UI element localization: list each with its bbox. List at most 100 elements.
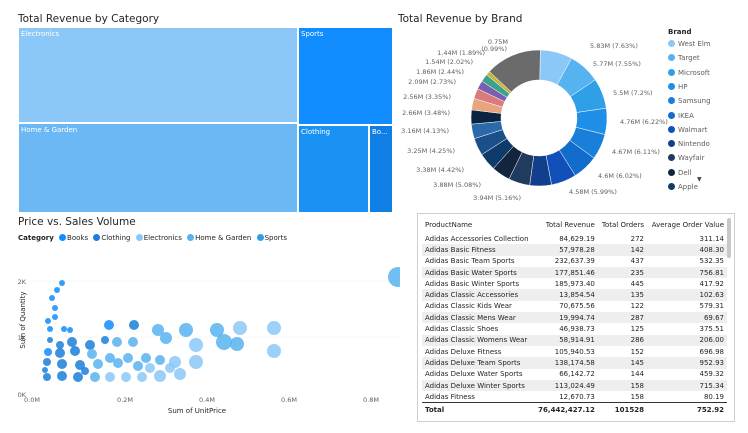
scatter-bubble[interactable] [233, 321, 247, 335]
legend-item-nintendo[interactable]: Nintendo [668, 140, 710, 148]
table-row[interactable]: Adidas Basic Team Sports 232,637.39 437 532… [422, 256, 727, 267]
scatter-bubble[interactable] [55, 348, 65, 358]
table-row[interactable]: Adidas Fitness 12,670.73 158 80.19 [422, 391, 727, 403]
scatter-bubble[interactable] [113, 358, 123, 368]
column-header-productname[interactable]: ProductName [425, 221, 473, 229]
scatter-bubble[interactable] [90, 372, 100, 382]
treemap-tile-sports[interactable]: Sports [298, 27, 393, 125]
legend-item-sports[interactable]: Sports [256, 234, 287, 242]
scatter-bubble[interactable] [129, 320, 139, 330]
legend-item-home-garden[interactable]: Home & Garden [187, 234, 251, 242]
legend-item-samsung[interactable]: Samsung [668, 97, 711, 105]
column-header-total-orders[interactable]: Total Orders [601, 221, 644, 229]
scatter-bubble[interactable] [67, 337, 77, 347]
scatter-bubble[interactable] [57, 371, 67, 381]
scatter-bubble[interactable] [45, 318, 51, 324]
scatter-bubble[interactable] [75, 360, 85, 370]
scatter-bubble[interactable] [70, 346, 80, 356]
treemap-tile-electronics[interactable]: Electronics [18, 27, 298, 123]
scatter-bubble[interactable] [73, 372, 83, 382]
scatter-bubble[interactable] [210, 323, 224, 337]
table-row[interactable]: Adidas Basic Fitness 57,978.28 142 408.30 [422, 244, 727, 256]
scatter-bubble[interactable] [267, 344, 281, 358]
scatter-bubble[interactable] [174, 368, 186, 380]
table-row[interactable]: Adidas Deluxe Water Sports 66,142.72 144 45… [422, 369, 727, 380]
table-scrollbar[interactable] [727, 218, 731, 258]
scatter-bubble[interactable] [112, 337, 122, 347]
scatter-bubble[interactable] [154, 370, 166, 382]
scatter-bubble[interactable] [47, 337, 53, 343]
scatter-bubble[interactable] [81, 367, 89, 375]
donut-slice[interactable] [470, 109, 502, 125]
scatter-bubble[interactable] [44, 348, 52, 356]
scatter-bubble[interactable] [121, 372, 131, 382]
donut-slice[interactable] [529, 155, 552, 187]
scatter-bubble[interactable] [137, 372, 147, 382]
table-row[interactable]: Adidas Classic Kids Wear 70,675.56 122 579.… [422, 301, 727, 312]
donut-slice[interactable] [569, 126, 606, 159]
scatter-bubble[interactable] [145, 363, 155, 373]
scatter-bubble[interactable] [179, 323, 193, 337]
donut-slice[interactable] [486, 71, 512, 95]
scatter-bubble[interactable] [388, 267, 400, 287]
scatter-bubble[interactable] [123, 353, 133, 363]
legend-item-wayfair[interactable]: Wayfair [668, 154, 704, 162]
donut-slice[interactable] [473, 129, 508, 155]
column-header-total-revenue[interactable]: Total Revenue [545, 221, 595, 229]
scatter-bubble[interactable] [104, 320, 114, 330]
scatter-bubble[interactable] [43, 358, 51, 366]
table-row[interactable]: Adidas Deluxe Team Sports 138,174.58 145 95… [422, 357, 727, 369]
scatter-bubble[interactable] [133, 361, 143, 371]
legend-item-apple[interactable]: Apple [668, 183, 698, 191]
legend-scroll-down-icon[interactable]: ▼ [697, 176, 702, 183]
scatter-bubble[interactable] [52, 305, 58, 311]
donut-slice[interactable] [493, 145, 523, 180]
table-row[interactable]: Adidas Deluxe Fitness 105,940.53 152 696.98 [422, 346, 727, 357]
table-row[interactable]: Adidas Basic Winter Sports 185,973.40 445 4… [422, 278, 727, 289]
legend-item-target[interactable]: Target [668, 54, 700, 62]
scatter-bubble[interactable] [230, 337, 244, 351]
donut-slice[interactable] [481, 138, 514, 169]
table-row[interactable]: Adidas Basic Water Sports 177,851.46 235 75… [422, 266, 727, 279]
scatter-bubble[interactable] [267, 321, 281, 335]
scatter-bubble[interactable] [67, 327, 73, 333]
scatter-bubble[interactable] [128, 337, 138, 347]
legend-item-books[interactable]: Books [59, 234, 88, 242]
scatter-bubble[interactable] [85, 340, 95, 350]
table-row[interactable]: Adidas Classic Womens Wear 58,914.91 286 20… [422, 334, 727, 346]
donut-slice[interactable] [556, 57, 596, 97]
donut-slice[interactable] [471, 121, 504, 140]
scatter-bubble[interactable] [189, 355, 203, 369]
legend-item-clothing[interactable]: Clothing [93, 234, 130, 242]
scatter-bubble[interactable] [59, 280, 65, 286]
legend-item-ikea[interactable]: IKEA [668, 111, 694, 120]
scatter-bubble[interactable] [152, 324, 164, 336]
legend-item-hp[interactable]: HP [668, 82, 688, 91]
column-header-average-order-value[interactable]: Average Order Value [651, 221, 724, 229]
table-row[interactable]: Adidas Classic Mens Wear 19,994.74 287 69.6… [422, 312, 727, 324]
donut-slice[interactable] [471, 98, 503, 114]
scatter-bubble[interactable] [49, 295, 55, 301]
scatter-bubble[interactable] [160, 332, 172, 344]
donut-slice[interactable] [575, 107, 608, 135]
legend-item-walmart[interactable]: Walmart [668, 125, 707, 134]
table-row[interactable]: Adidas Deluxe Winter Sports 113,024.49 158… [422, 379, 727, 392]
scatter-bubble[interactable] [189, 338, 203, 352]
legend-item-west-elm[interactable]: West Elm [668, 40, 711, 48]
scatter-bubble[interactable] [101, 336, 109, 344]
donut-slice[interactable] [481, 74, 511, 98]
scatter-bubble[interactable] [56, 341, 64, 349]
table-row[interactable]: Adidas Classic Shoes 46,938.73 125 375.51 [422, 323, 727, 334]
scatter-bubble[interactable] [141, 353, 151, 363]
donut-slice[interactable] [558, 140, 595, 176]
scatter-bubble[interactable] [93, 359, 103, 369]
scatter-bubble[interactable] [52, 314, 58, 320]
donut-slice[interactable] [489, 49, 541, 93]
donut-slice[interactable] [477, 80, 508, 102]
donut-slice[interactable] [570, 79, 607, 113]
scatter-bubble[interactable] [105, 372, 115, 382]
scatter-bubble[interactable] [165, 363, 175, 373]
scatter-bubble[interactable] [47, 326, 53, 332]
legend-item-dell[interactable]: Dell [668, 168, 692, 177]
legend-item-electronics[interactable]: Electronics [135, 234, 182, 242]
